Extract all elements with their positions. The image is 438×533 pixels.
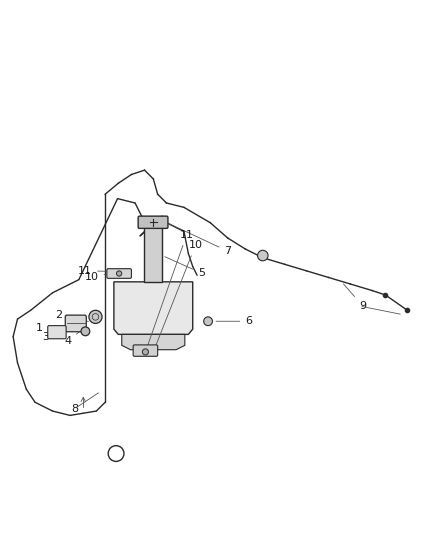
FancyBboxPatch shape	[48, 326, 66, 339]
Text: 11: 11	[78, 266, 109, 276]
FancyBboxPatch shape	[107, 269, 131, 278]
Text: 10: 10	[155, 240, 202, 347]
Text: 6: 6	[216, 316, 252, 326]
Circle shape	[258, 251, 268, 261]
Polygon shape	[114, 282, 193, 334]
Circle shape	[89, 310, 102, 324]
Polygon shape	[144, 225, 162, 282]
Circle shape	[81, 327, 90, 336]
Circle shape	[117, 271, 122, 276]
Text: 2: 2	[56, 310, 88, 321]
Text: 5: 5	[165, 257, 205, 278]
Text: 4: 4	[64, 329, 83, 346]
Text: 8: 8	[71, 397, 85, 414]
FancyBboxPatch shape	[138, 216, 168, 229]
Text: 10: 10	[85, 272, 109, 281]
FancyBboxPatch shape	[133, 345, 158, 356]
Text: 1: 1	[36, 323, 70, 333]
Text: 9: 9	[343, 284, 366, 311]
Text: 3: 3	[42, 329, 57, 342]
Text: 11: 11	[146, 230, 194, 349]
FancyBboxPatch shape	[65, 315, 86, 332]
Circle shape	[204, 317, 212, 326]
Text: 7: 7	[158, 219, 231, 256]
Circle shape	[142, 349, 148, 355]
Polygon shape	[122, 334, 185, 350]
